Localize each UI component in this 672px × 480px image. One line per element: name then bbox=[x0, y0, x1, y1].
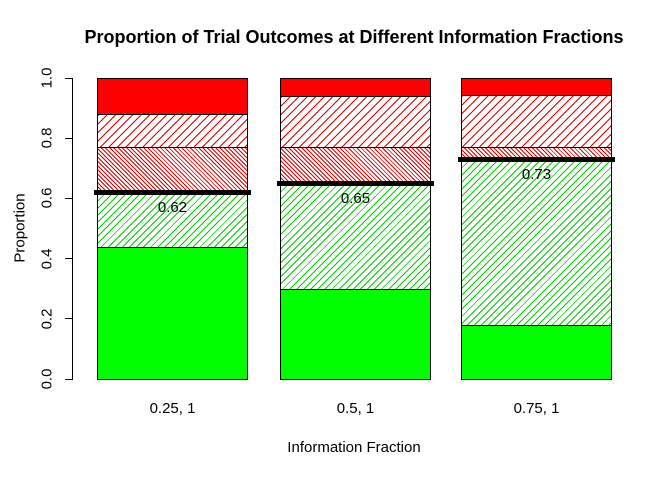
bar-segment-red-hatched bbox=[97, 114, 248, 149]
bar-segment-red-hatched bbox=[461, 94, 612, 149]
y-tick-label: 0.2 bbox=[38, 308, 56, 330]
y-tick-label: 0.6 bbox=[38, 187, 56, 209]
bar-segment-red-solid bbox=[97, 78, 248, 116]
threshold-line bbox=[458, 157, 615, 163]
y-tick-label: 1.0 bbox=[38, 67, 56, 89]
stacked-bar: 0.73 bbox=[458, 78, 615, 380]
y-tick-label: 0.8 bbox=[38, 127, 56, 149]
y-tick-mark bbox=[65, 378, 72, 380]
y-tick-mark bbox=[65, 77, 72, 79]
x-tick-label: 0.5, 1 bbox=[336, 400, 375, 417]
x-tick-label: 0.25, 1 bbox=[149, 400, 196, 417]
y-axis-label: Proportion bbox=[11, 193, 29, 263]
stacked-bar: 0.65 bbox=[277, 78, 434, 380]
bar-segment-red-dense-hatched bbox=[461, 147, 612, 161]
bar-segment-red-solid bbox=[461, 78, 612, 96]
bar-segment-green-hatched bbox=[461, 159, 612, 326]
threshold-line bbox=[94, 190, 251, 196]
x-axis-label: Information Fraction bbox=[287, 439, 421, 456]
x-tick-label: 0.75, 1 bbox=[513, 400, 560, 417]
y-axis-line bbox=[72, 78, 73, 380]
bar-segment-green-solid bbox=[280, 288, 431, 380]
threshold-label: 0.62 bbox=[157, 199, 188, 217]
bar-segment-red-dense-hatched bbox=[280, 147, 431, 185]
y-tick-mark bbox=[65, 318, 72, 320]
threshold-line bbox=[277, 181, 434, 187]
y-tick-mark bbox=[65, 258, 72, 260]
bar-segment-green-hatched bbox=[280, 183, 431, 290]
threshold-label: 0.73 bbox=[521, 166, 552, 184]
bar-segment-green-solid bbox=[461, 324, 612, 380]
bar-segment-green-solid bbox=[97, 246, 248, 380]
stacked-bar: 0.62 bbox=[94, 78, 251, 380]
bar-segment-red-hatched bbox=[280, 96, 431, 149]
y-tick-label: 0.4 bbox=[38, 248, 56, 270]
y-tick-mark bbox=[65, 197, 72, 199]
chart-title: Proportion of Trial Outcomes at Differen… bbox=[84, 27, 624, 47]
y-tick-label: 0.0 bbox=[38, 368, 56, 390]
bar-segment-red-dense-hatched bbox=[97, 147, 248, 194]
bar-segment-red-solid bbox=[280, 78, 431, 98]
bar-segment-green-hatched bbox=[97, 192, 248, 248]
y-tick-mark bbox=[65, 137, 72, 139]
threshold-label: 0.65 bbox=[340, 190, 371, 208]
